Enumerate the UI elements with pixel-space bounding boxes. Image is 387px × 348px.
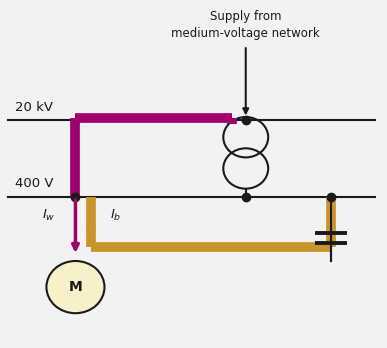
Text: Supply from
medium-voltage network: Supply from medium-voltage network	[171, 10, 320, 40]
Text: $I_b$: $I_b$	[110, 208, 122, 223]
Text: 400 V: 400 V	[15, 177, 54, 190]
Circle shape	[46, 261, 104, 313]
Text: 20 kV: 20 kV	[15, 101, 53, 114]
Text: M: M	[68, 280, 82, 294]
Text: $I_w$: $I_w$	[42, 208, 55, 223]
